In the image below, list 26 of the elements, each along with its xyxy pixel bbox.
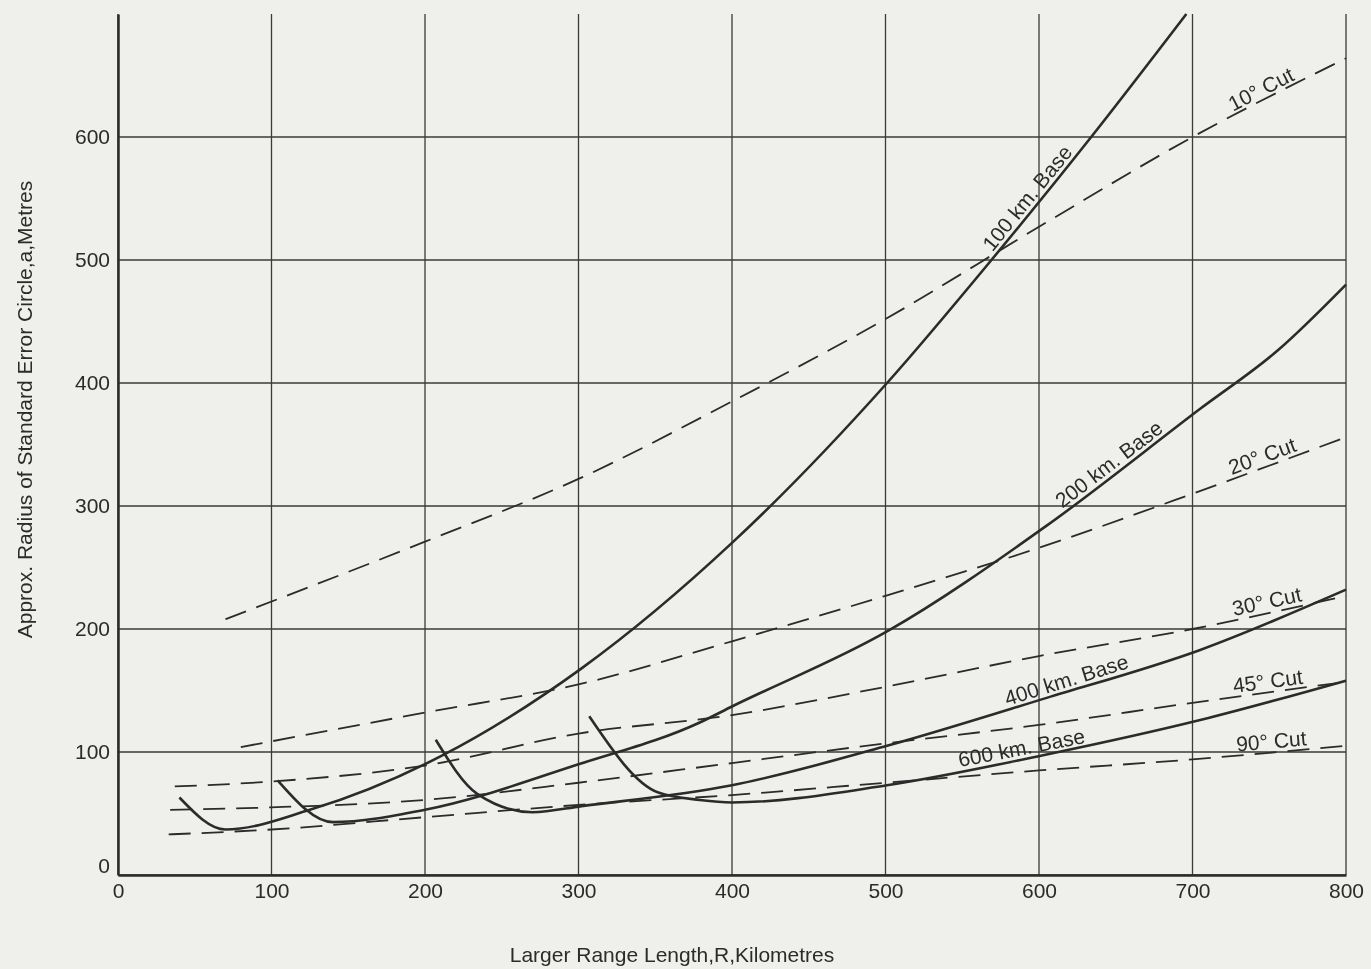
- y-tick-label: 500: [74, 248, 110, 272]
- x-tick-label: 400: [714, 878, 751, 902]
- x-tick-label: 300: [561, 878, 597, 902]
- x-tick-label: 200: [407, 878, 444, 902]
- text: 45° Cut: [1231, 664, 1305, 698]
- y-tick-label: 200: [74, 617, 110, 641]
- y-tick-label: 400: [74, 371, 110, 395]
- x-axis-title: Larger Range Length,R,Kilometres: [509, 943, 835, 966]
- text: 30° Cut: [1230, 582, 1304, 620]
- y-tick-label: 300: [74, 494, 110, 518]
- y-tick-label: 600: [74, 125, 110, 149]
- x-tick-label: 800: [1328, 878, 1365, 902]
- x-tick-label: 100: [254, 878, 290, 902]
- text: 400 km. Base: [1001, 649, 1131, 710]
- y-tick-label: 100: [74, 740, 110, 764]
- y-axis-title: Approx. Radius of Standard Error Circle,a,Metres: [13, 180, 36, 639]
- x-tick-label: 700: [1175, 878, 1211, 902]
- y-tick-label: 0: [98, 854, 110, 878]
- text: 200 km. Base: [1050, 415, 1167, 512]
- text: 20° Cut: [1225, 432, 1300, 479]
- x-tick-label: 500: [868, 878, 904, 902]
- text: 600 km. Base: [956, 724, 1087, 772]
- x-tick-label: 0: [112, 878, 125, 902]
- text: 90° Cut: [1235, 726, 1308, 756]
- x-tick-label: 600: [1021, 878, 1058, 902]
- text: 10° Cut: [1224, 62, 1298, 116]
